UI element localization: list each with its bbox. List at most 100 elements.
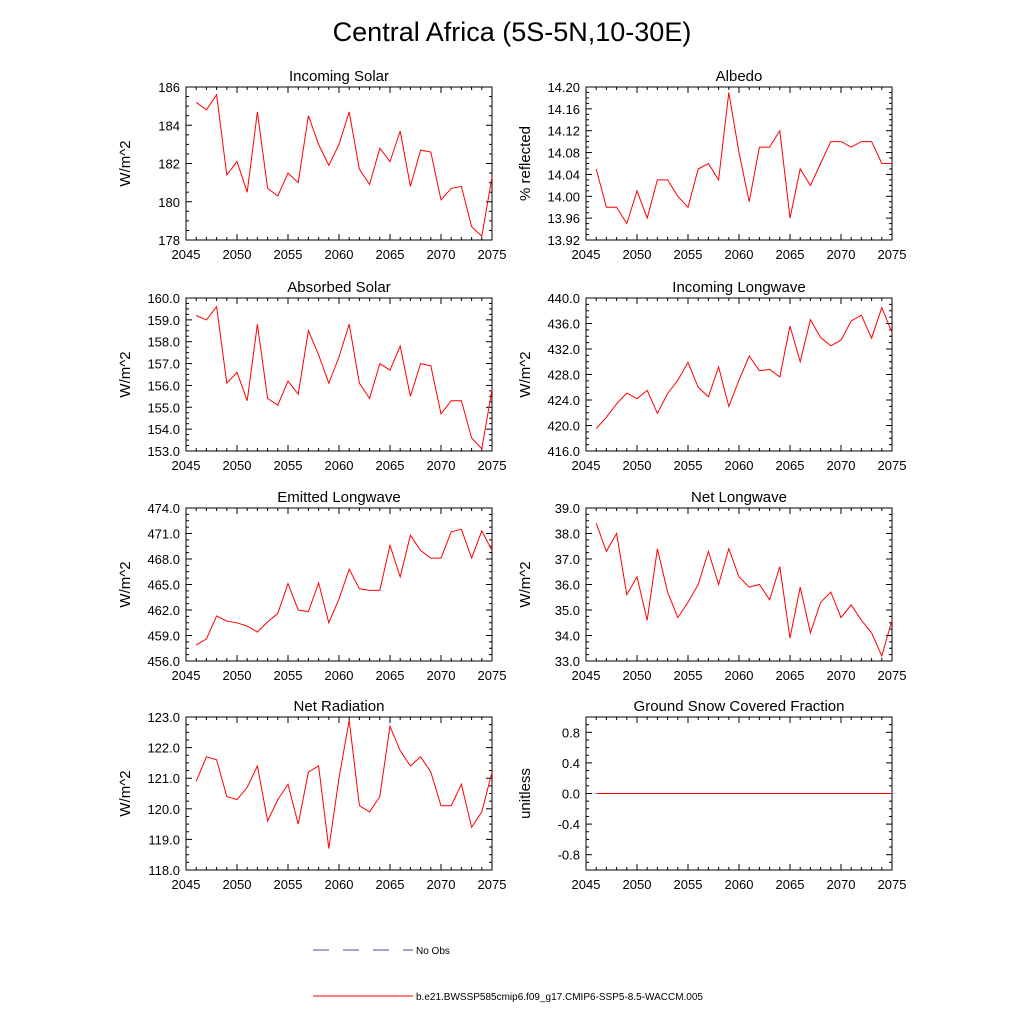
- y-tick-label: 39.0: [555, 501, 580, 516]
- y-axis-label: W/m^2: [117, 561, 134, 607]
- y-tick-label: 428.0: [547, 368, 580, 383]
- panel-title: Ground Snow Covered Fraction: [634, 698, 845, 715]
- y-tick-label: 13.96: [547, 211, 580, 226]
- x-tick-label: 2045: [572, 877, 601, 892]
- y-tick-label: 154.0: [147, 422, 180, 437]
- x-tick-label: 2055: [674, 247, 703, 262]
- x-tick-label: 2060: [325, 668, 354, 683]
- y-tick-label: 14.04: [547, 167, 580, 182]
- x-tick-label: 2060: [325, 877, 354, 892]
- y-tick-label: 0.8: [562, 725, 580, 740]
- y-tick-label: 35.0: [555, 603, 580, 618]
- y-tick-label: 440.0: [547, 291, 580, 306]
- page-title: Central Africa (5S-5N,10-30E): [333, 17, 692, 47]
- legend-label-no-obs: No Obs: [416, 946, 450, 957]
- chart-panel: Incoming Longwave W/m^2 2045 2050 2055 2060 20…: [517, 279, 906, 473]
- y-tick-label: 465.0: [147, 578, 180, 593]
- panels-group: Incoming Solar W/m^2 2045 2050 2055 2060 2065 2…: [117, 68, 906, 892]
- y-tick-label: 424.0: [547, 393, 580, 408]
- x-tick-label: 2050: [223, 668, 252, 683]
- series-line: [195, 720, 493, 849]
- x-tick-label: 2075: [878, 668, 907, 683]
- y-axis-label: % reflected: [517, 126, 534, 201]
- x-tick-label: 2045: [172, 877, 201, 892]
- y-tick-label: 121.0: [147, 771, 180, 786]
- plot-frame: [585, 297, 893, 452]
- y-tick-label: 14.08: [547, 146, 580, 161]
- y-tick-label: 14.20: [547, 80, 580, 95]
- panel-title: Incoming Solar: [289, 68, 389, 85]
- x-tick-label: 2075: [478, 247, 507, 262]
- plot-frame: [585, 86, 893, 241]
- x-tick-label: 2050: [223, 458, 252, 473]
- y-tick-label: 184: [158, 118, 180, 133]
- y-tick-label: 182: [158, 157, 180, 172]
- y-tick-label: 14.00: [547, 189, 580, 204]
- y-tick-label: 14.16: [547, 102, 580, 117]
- x-tick-label: 2075: [878, 458, 907, 473]
- y-tick-label: 456.0: [147, 654, 180, 669]
- y-tick-label: 14.12: [547, 124, 580, 139]
- x-tick-label: 2070: [427, 458, 456, 473]
- x-tick-label: 2045: [172, 247, 201, 262]
- y-tick-label: 34.0: [555, 629, 580, 644]
- legend: No Obs b.e21.BWSSP585cmip6.f09_g17.CMIP6…: [313, 946, 703, 1003]
- y-axis-label: W/m^2: [517, 561, 534, 607]
- chart-panel: Emitted Longwave W/m^2 2045 2050 2055 2060 206…: [117, 489, 506, 683]
- x-tick-label: 2055: [274, 668, 303, 683]
- x-tick-label: 2055: [274, 247, 303, 262]
- chart-panel: Net Longwave W/m^2 2045 2050 2055 2060 2065 207…: [517, 489, 906, 683]
- x-tick-label: 2070: [827, 247, 856, 262]
- x-tick-label: 2070: [827, 458, 856, 473]
- y-axis-label: W/m^2: [517, 351, 534, 397]
- panel-title: Net Radiation: [294, 698, 385, 715]
- y-tick-label: 120.0: [147, 802, 180, 817]
- plot-frame: [185, 716, 493, 871]
- y-tick-label: 186: [158, 80, 180, 95]
- panel-title: Net Longwave: [691, 489, 787, 506]
- x-tick-label: 2060: [725, 247, 754, 262]
- y-tick-label: 459.0: [147, 629, 180, 644]
- y-tick-label: 180: [158, 195, 180, 210]
- y-tick-label: 159.0: [147, 313, 180, 328]
- chart-panel: Ground Snow Covered Fraction unitless 2045…: [517, 698, 906, 892]
- x-tick-label: 2065: [776, 877, 805, 892]
- y-tick-label: 13.92: [547, 233, 580, 248]
- chart-panel: Incoming Solar W/m^2 2045 2050 2055 2060 2065 2…: [117, 68, 506, 262]
- x-tick-label: 2045: [172, 458, 201, 473]
- y-tick-label: 436.0: [547, 317, 580, 332]
- y-tick-label: 155.0: [147, 400, 180, 415]
- x-tick-label: 2065: [776, 458, 805, 473]
- y-tick-label: -0.8: [558, 848, 580, 863]
- y-axis-label: W/m^2: [117, 351, 134, 397]
- y-tick-label: 471.0: [147, 527, 180, 542]
- y-tick-label: 119.0: [148, 832, 180, 847]
- y-tick-label: 36.0: [555, 578, 580, 593]
- panel-title: Emitted Longwave: [277, 489, 400, 506]
- y-axis-label: W/m^2: [117, 770, 134, 816]
- series-line: [195, 93, 493, 238]
- x-tick-label: 2045: [572, 247, 601, 262]
- chart-panel: Absorbed Solar W/m^2 2045 2050 2055 2060 2065 2…: [117, 279, 506, 473]
- series-line: [595, 306, 893, 430]
- x-tick-label: 2065: [376, 247, 405, 262]
- x-tick-label: 2075: [878, 877, 907, 892]
- x-tick-label: 2060: [325, 247, 354, 262]
- x-tick-label: 2070: [827, 668, 856, 683]
- x-tick-label: 2070: [427, 668, 456, 683]
- x-tick-label: 2055: [274, 877, 303, 892]
- y-tick-label: 33.0: [555, 654, 580, 669]
- x-tick-label: 2060: [325, 458, 354, 473]
- y-tick-label: 178: [158, 233, 180, 248]
- x-tick-label: 2065: [376, 458, 405, 473]
- series-line: [595, 92, 892, 225]
- x-tick-label: 2060: [725, 877, 754, 892]
- x-tick-label: 2070: [427, 247, 456, 262]
- x-tick-label: 2075: [878, 247, 907, 262]
- x-tick-label: 2045: [572, 668, 601, 683]
- y-tick-label: 432.0: [547, 342, 580, 357]
- plot-frame: [185, 507, 493, 662]
- x-tick-label: 2065: [776, 668, 805, 683]
- x-tick-label: 2075: [478, 668, 507, 683]
